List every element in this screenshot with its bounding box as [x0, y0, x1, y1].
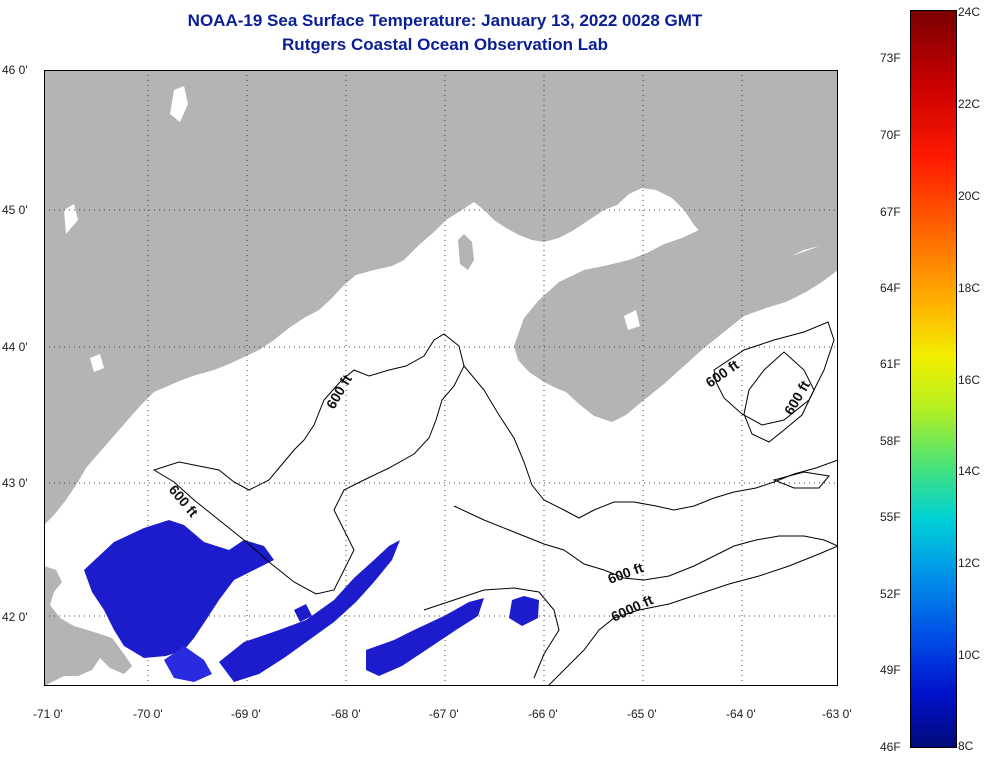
lake — [624, 310, 640, 330]
sst-cold-patch — [164, 646, 212, 682]
lon-label: -71 0' — [33, 707, 63, 721]
sst-map: 600 ft 600 ft 600 ft 600 ft 600 ft 6000 … — [44, 70, 838, 686]
map-title: NOAA-19 Sea Surface Temperature: January… — [187, 11, 703, 30]
colorbar-f-label: 52F — [880, 587, 901, 601]
colorbar-c-label: 14C — [958, 464, 981, 478]
land-mainland — [44, 70, 838, 525]
colorbar-c-label: 18C — [958, 281, 981, 295]
colorbar-c-label: 20C — [958, 189, 981, 203]
colorbar-c-label: 8C — [958, 739, 974, 753]
colorbar-f-label: 70F — [880, 128, 901, 142]
colorbar-f-label: 64F — [880, 281, 901, 295]
lon-label: -63 0' — [822, 707, 852, 721]
colorbar-c-label: 10C — [958, 648, 981, 662]
lon-label: -67 0' — [429, 707, 459, 721]
colorbar-f-label: 49F — [880, 663, 901, 677]
land-nova-scotia — [514, 230, 838, 422]
sst-cold-patch — [366, 598, 484, 676]
colorbar-f-label: 58F — [880, 434, 901, 448]
lat-label: 42 0' — [2, 610, 28, 624]
lake — [64, 204, 78, 234]
sst-cold-patch — [219, 540, 400, 682]
colorbar-f-label: 73F — [880, 51, 901, 65]
lat-label: 44 0' — [2, 340, 28, 354]
colorbar-c-label: 24C — [958, 5, 981, 19]
temperature-colorbar — [910, 10, 957, 748]
lon-label: -69 0' — [231, 707, 261, 721]
colorbar-c-label: 16C — [958, 373, 981, 387]
colorbar-c-label: 22C — [958, 97, 981, 111]
lake — [90, 354, 104, 372]
colorbar-c-label: 12C — [958, 556, 981, 570]
sst-cold-patch — [509, 596, 539, 626]
colorbar-f-label: 55F — [880, 510, 901, 524]
sst-cold-patch — [84, 520, 274, 658]
colorbar-f-label: 61F — [880, 357, 901, 371]
sst-cold-patch — [294, 604, 312, 622]
lon-label: -65 0' — [627, 707, 657, 721]
colorbar-f-label: 46F — [880, 740, 901, 754]
lat-label: 45 0' — [2, 203, 28, 217]
land-grand-manan — [458, 234, 474, 270]
lon-label: -66 0' — [528, 707, 558, 721]
lon-label: -68 0' — [331, 707, 361, 721]
lon-label: -64 0' — [726, 707, 756, 721]
lon-label: -70 0' — [133, 707, 163, 721]
map-frame — [44, 70, 838, 686]
lat-label: 43 0' — [2, 476, 28, 490]
land-cape-cod — [44, 566, 132, 686]
lake — [170, 86, 188, 122]
lat-label: 46 0' — [2, 63, 28, 77]
map-subtitle: Rutgers Coastal Ocean Observation Lab — [282, 35, 608, 54]
colorbar-f-label: 67F — [880, 205, 901, 219]
bathymetry-contours — [152, 321, 838, 686]
